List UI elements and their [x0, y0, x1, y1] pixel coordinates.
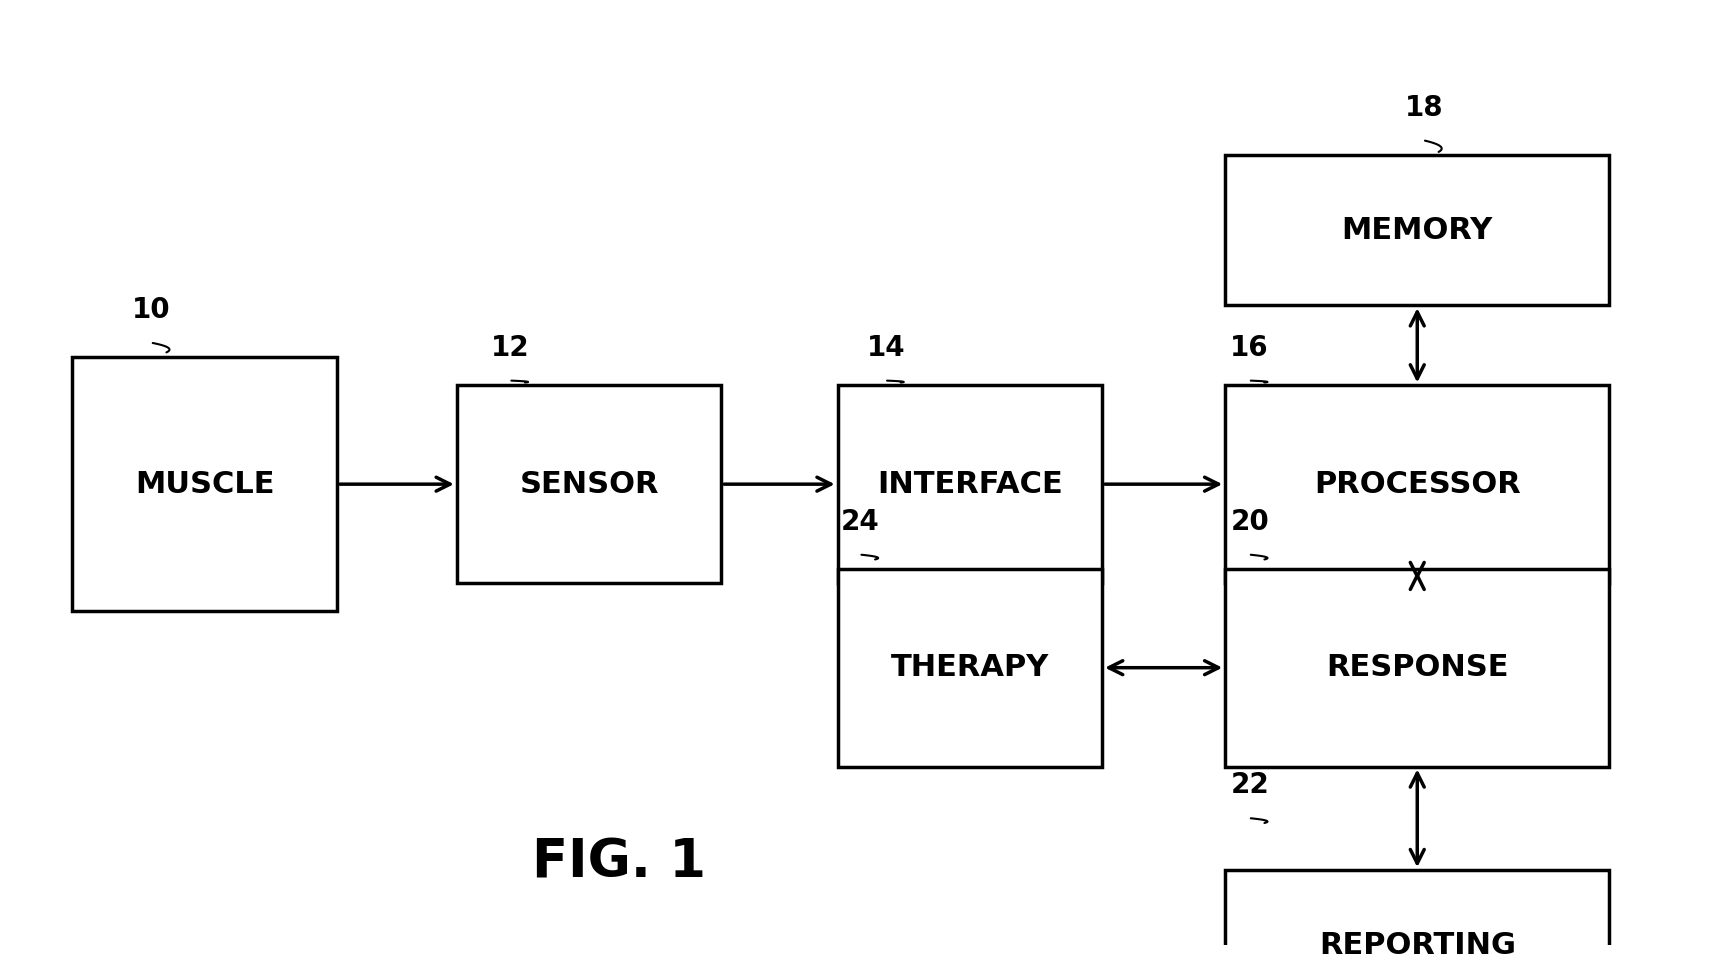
Bar	[456, 386, 721, 583]
Text: RESPONSE: RESPONSE	[1326, 654, 1508, 683]
Text: FIG. 1: FIG. 1	[532, 837, 705, 889]
Text: 18: 18	[1404, 94, 1443, 121]
Bar	[837, 569, 1102, 766]
Text: 10: 10	[132, 296, 172, 324]
Text: PROCESSOR: PROCESSOR	[1314, 469, 1520, 498]
Text: THERAPY: THERAPY	[891, 654, 1048, 683]
Bar	[1225, 386, 1610, 583]
Bar	[1225, 569, 1610, 766]
Bar	[837, 386, 1102, 583]
Text: INTERFACE: INTERFACE	[877, 469, 1062, 498]
Text: 16: 16	[1230, 334, 1268, 362]
Text: REPORTING: REPORTING	[1320, 931, 1515, 960]
Text: MUSCLE: MUSCLE	[136, 469, 275, 498]
Text: SENSOR: SENSOR	[520, 469, 659, 498]
Text: MEMORY: MEMORY	[1342, 216, 1493, 245]
Text: 20: 20	[1230, 508, 1270, 536]
Bar	[1225, 870, 1610, 964]
Text: 12: 12	[491, 334, 530, 362]
Text: 14: 14	[867, 334, 904, 362]
Bar	[72, 357, 336, 611]
Text: 22: 22	[1230, 771, 1270, 799]
Text: 24: 24	[841, 508, 880, 536]
Bar	[1225, 155, 1610, 306]
